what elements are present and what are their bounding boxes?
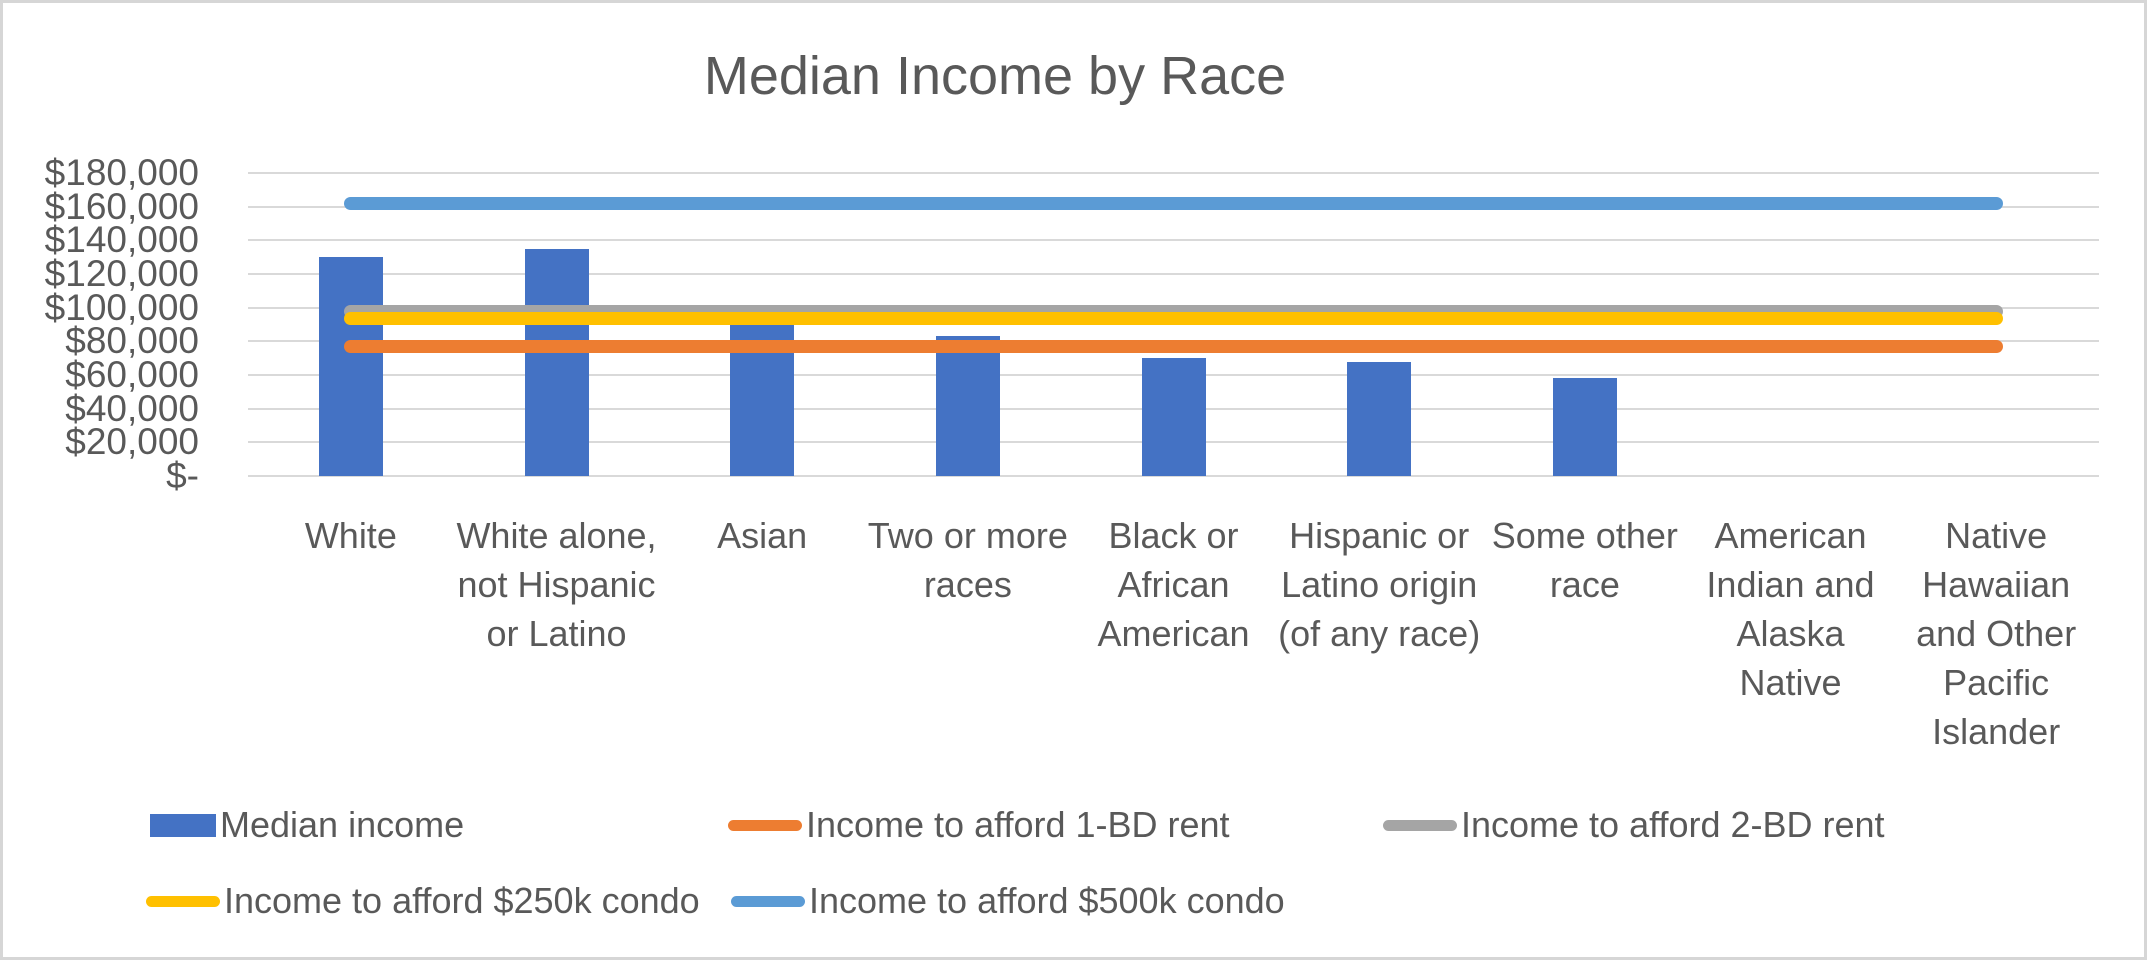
legend-label: Income to afford $500k condo — [809, 880, 1285, 921]
y-axis-tick-label: $20,000 — [65, 421, 199, 463]
chart-title: Median Income by Race — [703, 46, 1287, 106]
legend-bar-swatch — [150, 813, 216, 837]
y-axis-tick-label: $140,000 — [44, 219, 199, 261]
legend-item: Income to afford $500k condo — [731, 879, 1285, 923]
legend-label: Income to afford $250k condo — [224, 880, 700, 921]
gridline — [248, 172, 2099, 174]
legend-line-swatch — [146, 895, 220, 907]
bar-median-income — [318, 257, 383, 476]
bar-median-income — [1141, 358, 1206, 476]
gridline — [248, 273, 2099, 275]
bar-median-income — [524, 248, 589, 476]
reference-line — [344, 312, 2003, 326]
x-axis-category-label: White alone, not Hispanic or Latino — [456, 515, 657, 654]
legend-label: Median income — [220, 804, 465, 845]
gridline — [248, 475, 2099, 477]
legend-label: Income to afford 2-BD rent — [1461, 804, 1885, 845]
y-axis-tick-label: $100,000 — [44, 286, 199, 328]
legend-line-swatch — [731, 895, 805, 907]
bar-median-income — [1347, 361, 1412, 476]
legend-line-swatch — [728, 819, 802, 831]
y-axis-tick-label: $40,000 — [65, 387, 199, 429]
x-axis-category-label: Native Hawaiian and Other Pacific Island… — [1916, 515, 2077, 752]
x-axis-category-label: Some other race — [1491, 515, 1678, 605]
y-axis-tick-label: $60,000 — [65, 354, 199, 395]
reference-line — [344, 196, 2003, 210]
legend-item: Median income — [150, 803, 464, 847]
reference-line — [344, 339, 2003, 353]
gridline — [248, 239, 2099, 242]
legend-line-swatch — [1383, 819, 1457, 831]
y-axis-tick-label: $80,000 — [65, 320, 199, 362]
y-axis-tick-label: $120,000 — [44, 253, 199, 294]
x-axis-category-label: Black or African American — [1097, 515, 1250, 654]
x-axis-category-label: American Indian and Alaska Native — [1706, 515, 1875, 703]
x-axis-category-label: Asian — [717, 515, 808, 556]
y-axis-tick-label: $180,000 — [44, 152, 199, 193]
bar-median-income — [1552, 378, 1617, 476]
x-axis-category-label: Two or more races — [867, 515, 1068, 605]
legend-label: Income to afford 1-BD rent — [806, 804, 1230, 845]
x-axis-category-label: Hispanic or Latino origin (of any race) — [1278, 515, 1481, 654]
y-axis-tick-label: $160,000 — [44, 185, 199, 227]
legend-item: Income to afford 1-BD rent — [728, 803, 1230, 847]
legend-item: Income to afford 2-BD rent — [1383, 803, 1885, 847]
x-axis-category-label: White — [304, 515, 397, 556]
y-axis-tick-label: $- — [166, 455, 199, 496]
bar-median-income — [935, 336, 1000, 476]
legend-item: Income to afford $250k condo — [146, 879, 700, 923]
